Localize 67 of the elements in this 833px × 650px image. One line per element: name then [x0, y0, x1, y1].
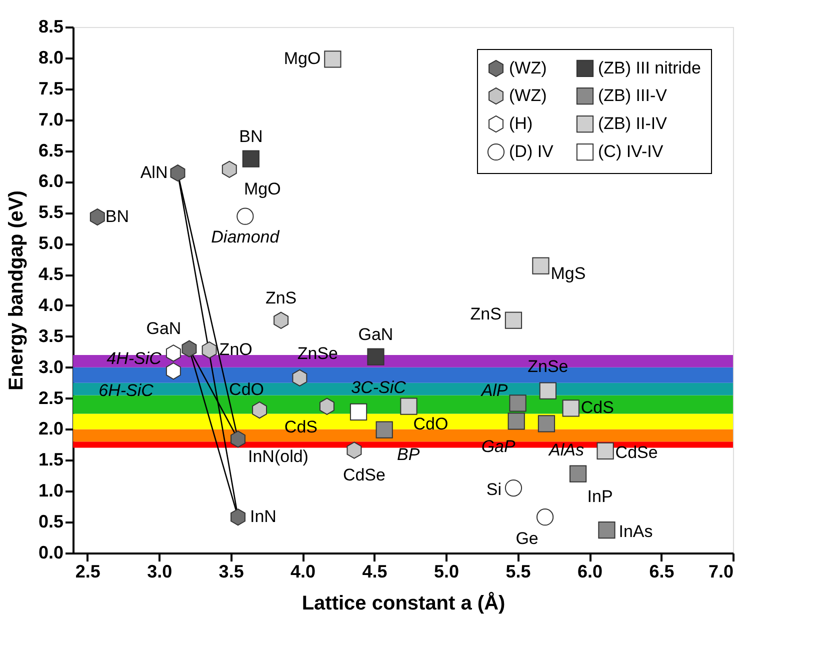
y-tick-label: 3.0 [38, 356, 64, 377]
y-tick-label: 4.0 [38, 294, 64, 315]
annotation: BN [105, 206, 130, 226]
annotation: AlN [140, 163, 168, 182]
y-tick-label: 4.5 [38, 264, 64, 284]
annotation: BP [397, 444, 420, 464]
legend-label: (ZB) III-V [598, 86, 668, 105]
x-tick-label: 4.5 [362, 562, 388, 582]
annotation: GaN [146, 318, 182, 338]
x-tick-label: 5.0 [434, 562, 460, 582]
annotation: InN [250, 507, 276, 526]
y-tick-label: 5.0 [38, 233, 64, 254]
annotation: 6H-SiC [98, 381, 154, 400]
y-tick-label: 8.0 [38, 47, 64, 68]
legend-label: (C) IV-IV [598, 142, 664, 161]
annotation: CdS [284, 417, 318, 436]
annotation: InN(old) [248, 447, 308, 466]
annotation: CdSe [615, 442, 658, 462]
x-tick-label: 6.5 [649, 562, 674, 582]
y-tick-label: 1.0 [38, 480, 64, 501]
annotation: Diamond [211, 227, 280, 246]
y-tick-label: 2.5 [38, 388, 64, 408]
annotation: InP [587, 486, 613, 506]
annotation: CdO [413, 414, 448, 434]
x-tick-label: 5.5 [506, 562, 531, 582]
annotation: ZnS [265, 288, 297, 308]
y-tick-label: 6.5 [38, 140, 64, 160]
annotation: MgO [244, 179, 281, 198]
legend-label: (D) IV [509, 142, 554, 161]
x-tick-label: 3.0 [147, 562, 172, 582]
y-tick-label: 0.0 [38, 542, 64, 562]
annotation: Ge [516, 529, 538, 548]
y-tick-label: 7.5 [38, 78, 64, 98]
y-tick-label: 6.0 [38, 171, 64, 192]
y-axis-title: Energy bandgap (eV) [5, 190, 28, 391]
annotation: MgS [550, 264, 586, 283]
x-axis-title: Lattice constant a (Å) [302, 592, 506, 614]
legend-label: (H) [509, 114, 533, 133]
y-tick-label: 3.5 [38, 326, 64, 346]
annotation: BN [239, 126, 263, 146]
annotation: ZnO [219, 340, 252, 360]
x-tick-label: 4.0 [290, 562, 316, 582]
annotation: MgO [284, 49, 321, 68]
annotation: GaN [358, 324, 394, 344]
y-tick-label: 1.5 [38, 450, 64, 470]
x-tick-label: 3.5 [218, 562, 244, 582]
x-tick-label: 7.0 [708, 562, 734, 582]
annotation: CdO [229, 380, 264, 400]
annotation: 4H-SiC [106, 349, 162, 368]
legend-label: (ZB) III nitride [598, 58, 701, 78]
annotation: ZnS [470, 304, 502, 324]
y-tick-label: 2.0 [38, 418, 64, 439]
annotation: Si [486, 480, 502, 500]
x-tick-label: 6.0 [578, 562, 603, 582]
x-tick-label: 2.5 [75, 562, 100, 582]
legend-label: (WZ) [509, 58, 547, 78]
annotation: AlP [480, 381, 508, 400]
legend-label: (WZ) [509, 86, 547, 105]
annotation: CdS [580, 398, 614, 418]
annotation: InAs [618, 522, 653, 542]
y-tick-label: 0.5 [38, 512, 64, 532]
annotation: CdSe [342, 465, 386, 484]
y-tick-label: 5.5 [38, 202, 64, 222]
legend-label: (ZB) II-IV [598, 114, 668, 133]
y-tick-label: 7.0 [38, 109, 64, 130]
annotation: 3C-SiC [351, 378, 407, 397]
y-tick-label: 8.5 [38, 16, 64, 36]
